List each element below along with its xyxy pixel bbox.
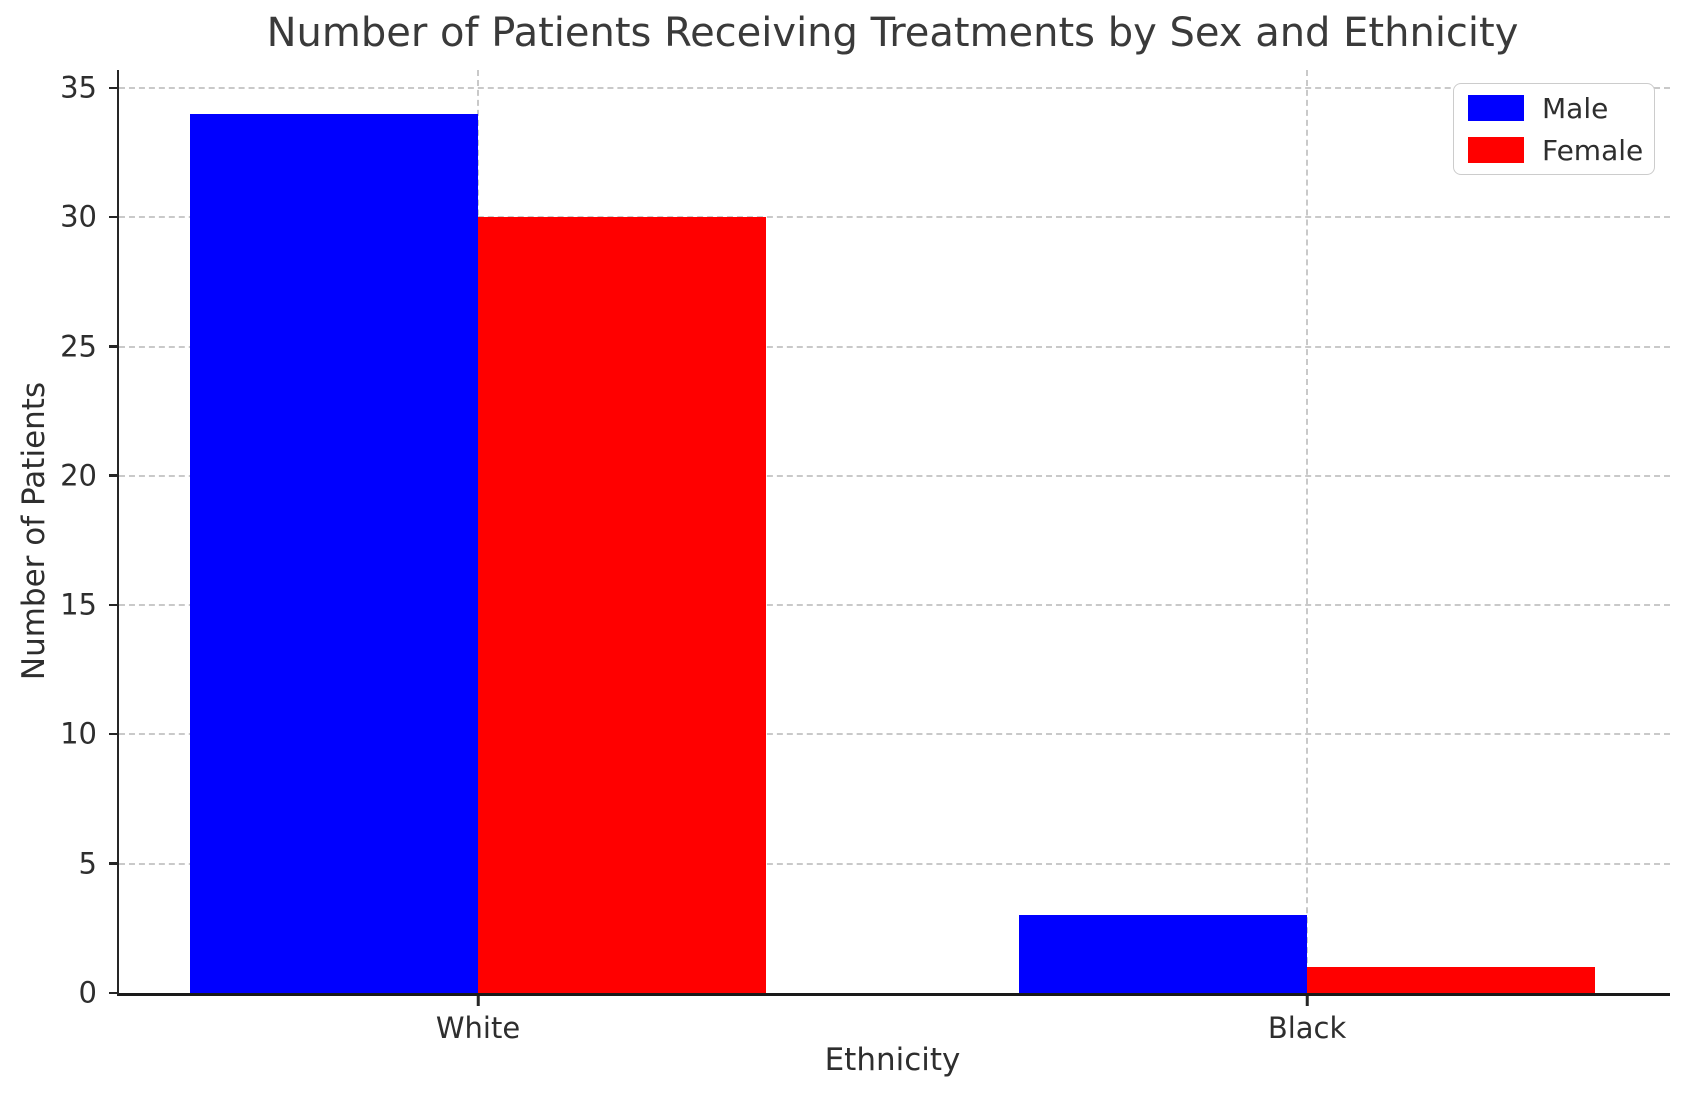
y-axis-tick [109,732,119,736]
x-axis-tick [1305,996,1309,1006]
horizontal-gridline [119,345,1670,348]
horizontal-gridline [119,87,1670,90]
plot-area: 0 5 10 15 20 25 30 35 White Black [60,70,1670,1045]
x-tick-label: Black [1267,1011,1347,1045]
y-tick-label: 25 [60,329,97,364]
bar-black-male [1019,915,1308,993]
legend: Male Female [1453,83,1655,175]
vertical-gridline [1306,70,1309,993]
legend-label: Female [1542,133,1644,167]
y-tick-label: 0 [78,975,97,1010]
y-axis-tick [109,603,119,607]
horizontal-gridline [119,733,1670,736]
horizontal-gridline [119,862,1670,865]
y-axis-tick [109,215,119,219]
x-tick-label: White [435,1011,521,1045]
female-color-swatch-icon [1468,137,1524,163]
y-axis-tick [109,862,119,865]
y-axis-tick [109,474,119,477]
y-axis-tick [109,991,119,994]
bar-black-female [1307,967,1596,993]
x-axis-tick [476,996,480,1006]
y-axis-tick [109,86,119,90]
legend-label: Male [1542,91,1609,125]
horizontal-gridline [119,474,1670,477]
y-axis-label: Number of Patients [16,381,52,681]
x-axis-label: Ethnicity [824,1042,961,1078]
y-tick-label: 15 [60,587,97,622]
y-tick-label: 5 [78,846,97,881]
male-color-swatch-icon [1468,95,1524,121]
legend-item: Female [1468,133,1644,167]
y-tick-label: 10 [60,716,97,751]
y-tick-label: 30 [60,199,97,234]
horizontal-gridline [119,216,1670,219]
y-tick-label: 35 [60,70,97,105]
y-axis-tick [109,345,119,348]
y-tick-label: 20 [60,458,97,493]
chart-title: Number of Patients Receiving Treatments … [266,10,1519,56]
bar-white-male [190,113,479,993]
bar-white-female [478,217,767,993]
horizontal-gridline [119,604,1670,607]
legend-item: Male [1468,92,1640,125]
